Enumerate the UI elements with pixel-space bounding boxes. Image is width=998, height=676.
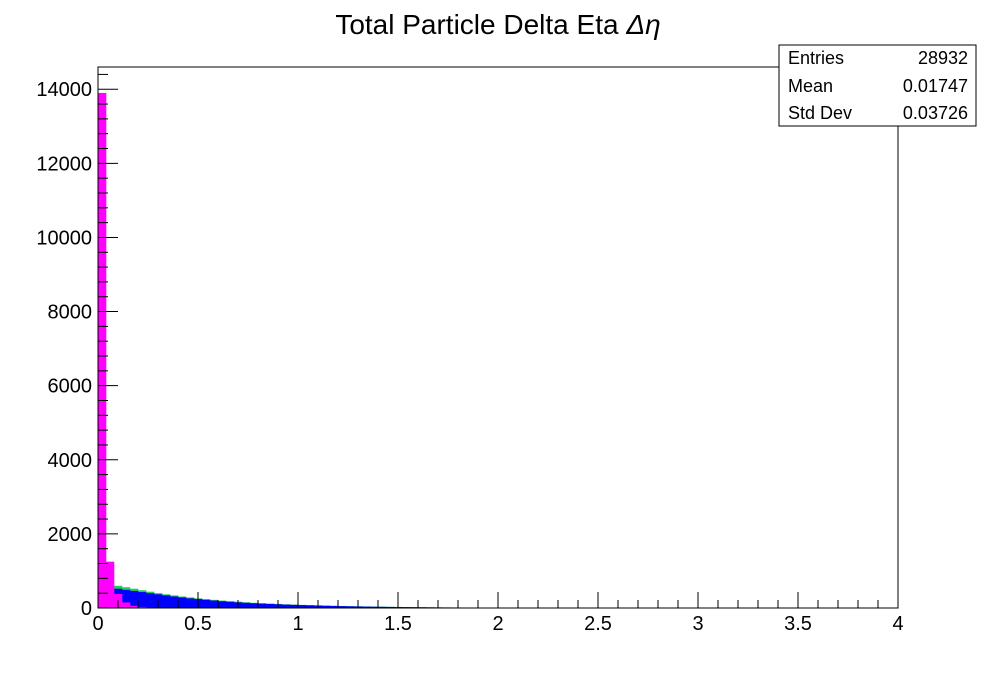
stats-stddev-label: Std Dev [788,103,852,123]
x-tick-label: 0 [92,613,103,635]
histogram-bar-s1-b26 [306,605,315,608]
x-tick-label: 1 [292,613,303,635]
stats-entries-value: 28932 [918,48,968,68]
y-tick-label: 2000 [48,524,93,546]
x-tick-label: 2.5 [584,613,612,635]
histogram-bar-s2-b3 [122,602,131,608]
histogram-bars [98,92,899,608]
x-tick-label: 3.5 [784,613,812,635]
y-tick-label: 10000 [36,227,92,249]
x-tick-label: 2 [492,613,503,635]
histogram-bar-s1-b36 [386,606,395,608]
chart-title: Total Particle Delta Eta Δη [335,9,660,40]
chart-title-symbol: Δη [625,9,660,40]
histogram-bar-s1-b29 [330,605,339,608]
y-axis: 0 2000 4000 6000 8000 10000 12000 14000 [36,73,118,620]
histogram-bar-s1-b21 [266,603,275,608]
stats-box: Entries 28932 Mean 0.01747 Std Dev 0.037… [778,44,977,127]
histogram-bar-s1-b4 [130,590,139,608]
y-tick-label: 6000 [48,376,93,398]
y-tick-label: 12000 [36,153,92,175]
histogram-bar-s1-b8 [162,595,171,608]
histogram-bar-s1-b23 [282,604,291,608]
histogram-bar-s1-b31 [346,606,355,608]
x-tick-label: 4 [892,613,903,635]
histogram-bar-s1-b6 [146,593,155,608]
histogram-bar-s1-b3 [122,589,131,608]
histogram-bar-s1-b18 [242,602,251,608]
histogram-bar-s2-b1 [106,561,115,608]
histogram-bar-s1-b16 [226,601,235,608]
histogram-bar-s1-b34 [370,606,379,608]
histogram-bar-s2-b4 [130,605,139,608]
histogram-bar-s1-b28 [322,605,331,608]
stats-mean-label: Mean [788,76,833,96]
x-axis: 0 0.5 1 1.5 2 2.5 3 3.5 4 [92,592,904,635]
histogram-bar-s1-b11 [186,598,195,608]
histogram-bar-s1-b19 [250,603,259,608]
y-tick-label: 8000 [48,302,93,324]
histogram-bar-s1-b33 [362,606,371,608]
y-tick-label: 4000 [48,450,93,472]
histogram-bar-s1-b9 [170,596,179,608]
histogram-bar-s1-b30 [338,606,347,608]
y-tick-label: 14000 [36,79,92,101]
histogram-bar-s2-b5 [138,606,147,608]
y-tick-label: 0 [81,598,92,620]
x-tick-label: 0.5 [184,613,212,635]
plot-frame [97,66,899,609]
stats-box-frame [778,44,977,127]
stats-stddev-value: 0.03726 [903,103,968,123]
histogram-bar-s1-b15 [218,601,227,608]
x-tick-label: 1.5 [384,613,412,635]
histogram-bar-s1-b10 [178,597,187,608]
histogram-bar-s1-b35 [378,606,387,608]
histogram-bar-s1-b20 [258,603,267,608]
histogram-bar-s1-b24 [290,604,299,608]
histogram-bar-s1-b5 [138,592,147,608]
stats-mean-value: 0.01747 [903,76,968,96]
x-tick-label: 3 [692,613,703,635]
histogram-bar-s1-b14 [210,600,219,608]
stats-entries-label: Entries [788,48,844,68]
histogram-bar-s2-b0 [98,92,107,608]
chart-title-text: Total Particle Delta Eta [335,9,626,40]
histogram-bar-s1-b13 [202,599,211,608]
histogram-bar-s1-b25 [298,605,307,608]
